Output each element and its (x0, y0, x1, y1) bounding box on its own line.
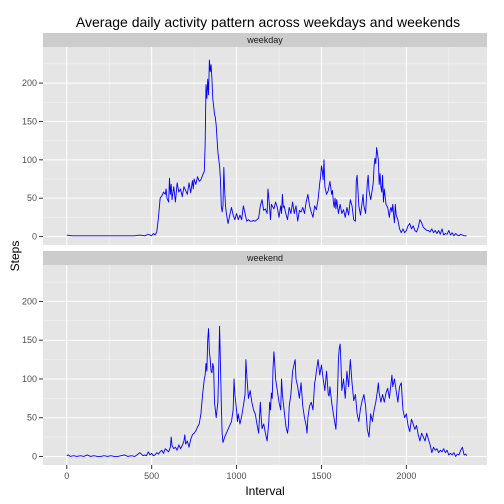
grid-weekday (43, 47, 487, 245)
y-axis-weekend: 0 50 100 150 200 (22, 296, 43, 461)
y-tick-label: 200 (22, 296, 37, 306)
strip-label-weekday: weekday (246, 35, 283, 45)
series-line-weekday (66, 59, 467, 237)
series-line-weekday (66, 59, 467, 237)
strip-weekday (43, 33, 487, 47)
panel-weekday: weekday (43, 33, 487, 245)
x-tick-label: 1000 (227, 471, 247, 481)
x-tick-label: 1500 (311, 471, 331, 481)
y-tick-label: 0 (32, 451, 37, 461)
x-tick-label: 500 (144, 471, 159, 481)
y-tick-label: 200 (22, 78, 37, 88)
series-line-weekend (66, 325, 468, 457)
panel-background-weekday (43, 47, 487, 245)
y-tick-label: 100 (22, 155, 37, 165)
y-tick-label: 150 (22, 335, 37, 345)
chart-title: Average daily activity pattern across we… (76, 14, 460, 30)
y-tick-label: 0 (32, 232, 37, 242)
strip-label-weekend: weekend (246, 253, 283, 263)
x-axis-title: Interval (245, 484, 284, 498)
x-axis: 0 500 1000 1500 2000 (64, 465, 416, 481)
panel-background-weekend (43, 265, 487, 465)
y-tick-label: 50 (27, 413, 37, 423)
y-tick-label: 100 (22, 374, 37, 384)
x-tick-label: 0 (64, 471, 69, 481)
strip-weekend (43, 251, 487, 265)
y-tick-label: 50 (27, 193, 37, 203)
y-tick-label: 150 (22, 116, 37, 126)
panel-weekend: weekend (43, 251, 487, 465)
x-tick-label: 2000 (396, 471, 416, 481)
y-axis-weekday: 0 50 100 150 200 (22, 78, 43, 242)
y-axis-title: Steps (8, 241, 22, 272)
series-line-weekend (66, 325, 468, 457)
